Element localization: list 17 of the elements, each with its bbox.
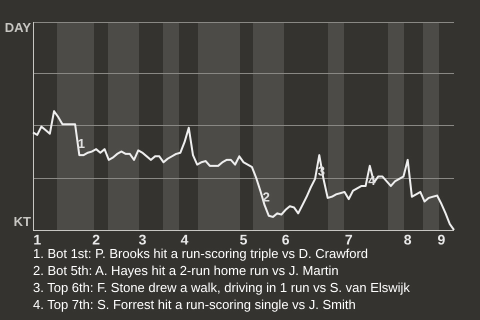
x-tick-label: 9 xyxy=(437,231,446,248)
x-tick-label: 6 xyxy=(282,231,290,248)
annotation: 1 xyxy=(78,136,86,151)
x-tick-label: 8 xyxy=(404,231,412,248)
text: 4. Top 7th: S. Forrest hit a run-scoring single vs J. Smith xyxy=(33,296,357,313)
x-tick-label: 5 xyxy=(240,231,248,248)
x-tick-label: 3 xyxy=(138,231,147,248)
text: DAY xyxy=(4,20,32,36)
x-tick-label: 1 xyxy=(33,231,42,248)
text: 2. Bot 5th: A. Hayes hit a 2-run home run vs J. Martin xyxy=(33,262,340,279)
annotation: 2 xyxy=(262,189,270,204)
x-tick-label: 7 xyxy=(344,231,353,248)
text: 1. Bot 1st: P. Brooks hit a run-scoring triple vs D. Crawford xyxy=(33,246,368,261)
text: KT xyxy=(14,214,32,230)
x-tick-label: 4 xyxy=(180,231,189,248)
x-tick-label: 2 xyxy=(92,231,100,248)
text: 3. Top 6th: F. Stone drew a walk, driving in 1 run vs S. van Elswijk xyxy=(33,279,410,296)
